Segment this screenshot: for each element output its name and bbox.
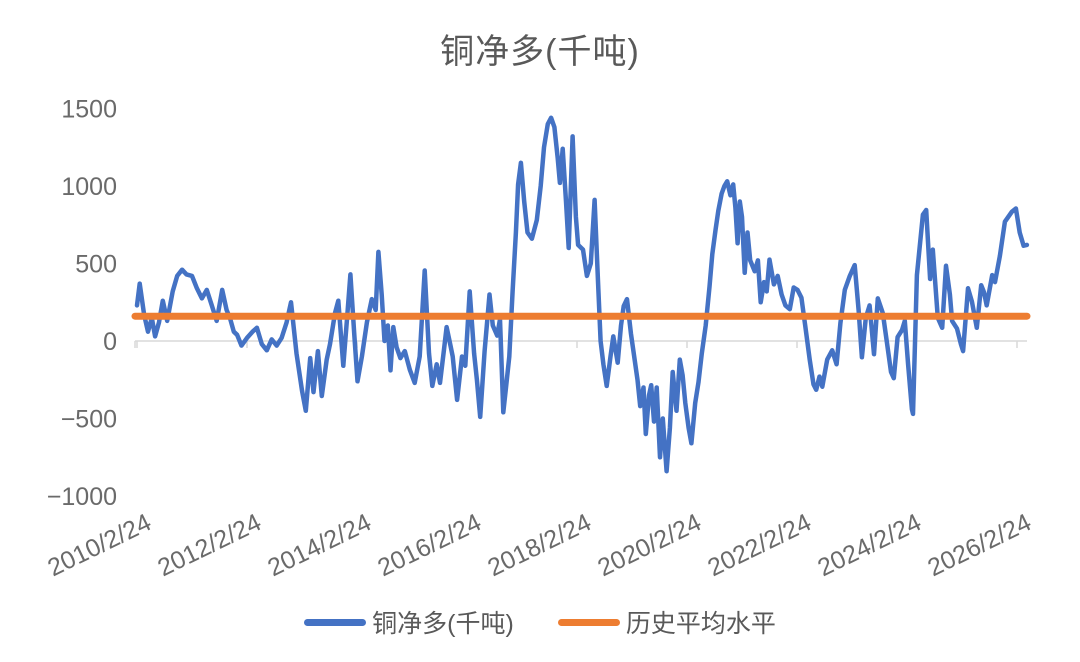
x-axis-tick-label: 2014/2/24 bbox=[263, 508, 375, 582]
x-axis-tick-label: 2012/2/24 bbox=[153, 508, 265, 582]
x-axis-tick-label: 2020/2/24 bbox=[593, 508, 705, 582]
average-line-swatch-icon bbox=[557, 618, 620, 626]
legend-label-series: 铜净多(千吨) bbox=[372, 610, 514, 638]
y-axis-tick-label: 1500 bbox=[61, 96, 117, 124]
series-line-swatch-icon bbox=[304, 618, 367, 626]
y-axis-tick-label: −500 bbox=[61, 406, 117, 434]
legend: 铜净多(千吨) 历史平均水平 bbox=[0, 604, 1080, 640]
x-axis-tick-label: 2026/2/24 bbox=[923, 508, 1035, 582]
y-axis-tick-label: 500 bbox=[75, 251, 117, 279]
legend-item-average: 历史平均水平 bbox=[557, 604, 776, 640]
x-axis-tick-label: 2010/2/24 bbox=[43, 508, 155, 582]
x-axis-tick-label: 2016/2/24 bbox=[373, 508, 485, 582]
y-axis-tick-label: −1000 bbox=[47, 483, 117, 511]
legend-item-series: 铜净多(千吨) bbox=[304, 604, 514, 640]
x-axis-tick-label: 2022/2/24 bbox=[703, 508, 815, 582]
chart-title: 铜净多(千吨) bbox=[440, 33, 640, 71]
x-axis-tick-label: 2024/2/24 bbox=[813, 508, 925, 582]
y-axis-tick-label: 1000 bbox=[61, 173, 117, 201]
series-line bbox=[134, 115, 1030, 474]
y-axis-tick-label: 0 bbox=[103, 328, 117, 356]
legend-label-average: 历史平均水平 bbox=[625, 610, 776, 638]
x-axis-tick-label: 2018/2/24 bbox=[483, 508, 595, 582]
